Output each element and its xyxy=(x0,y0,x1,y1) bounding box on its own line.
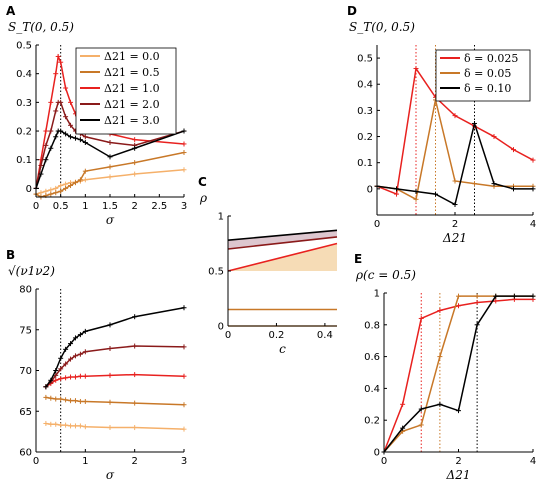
y-tick-label: 0.3 xyxy=(357,106,373,117)
y-tick-label: 75 xyxy=(19,325,32,336)
x-tick-label: 3 xyxy=(181,201,187,212)
y-axis-label: S_T(0, 0.5) xyxy=(8,20,74,34)
y-tick-label: 1 xyxy=(374,289,380,300)
y-tick-label: 0.5 xyxy=(357,54,373,65)
x-tick-label: 0 xyxy=(225,330,231,341)
y-tick-label: 0.4 xyxy=(357,80,373,91)
series-line-0 xyxy=(45,422,185,430)
series-line-2 xyxy=(45,373,185,388)
panel-D: D S_T(0, 0.5) 0 2 4 0 0.1 0.2 0.3 0.4 0.5 Δ21 δ = 0.… xyxy=(347,4,536,245)
y-tick-label: 0 xyxy=(367,184,373,195)
y-tick-label: 0 xyxy=(374,448,380,459)
y-tick-label: 70 xyxy=(19,366,32,377)
series-line-3 xyxy=(45,345,185,388)
y-tick-label: 0.2 xyxy=(364,416,380,427)
y-tick-label: 0.2 xyxy=(357,132,373,143)
y-axis-label: ρ(c = 0.5) xyxy=(355,268,416,282)
legend-entry: δ = 0.05 xyxy=(464,67,511,80)
x-tick-label: 2 xyxy=(452,219,458,230)
y-axis-label: √(ν1ν2) xyxy=(8,264,55,278)
y-tick-label: 0.5 xyxy=(16,41,32,52)
panel-E: Eρ(c = 0.5) 0 2 4 0 0.2 0.4 0.6 0.8 1 Δ21 xyxy=(354,252,536,481)
panel-label: B xyxy=(6,248,15,262)
series-line-2 xyxy=(376,120,533,206)
series-line-3 xyxy=(227,236,338,250)
x-axis-label: σ xyxy=(106,213,115,227)
y-tick-label: 0.1 xyxy=(357,158,373,169)
panel-label: E xyxy=(354,252,362,266)
panel-A: A S_T(0, 0.5) 0 0.5 1 1.5 2 2.5 3 0 0.1 0.2 0.3 0.4 0.… xyxy=(6,4,187,227)
y-tick-label: 60 xyxy=(19,448,32,459)
panel-B: B √(ν1ν2) 0 1 2 3 60 65 70 75 80 σ xyxy=(6,248,187,481)
legend-entry: Δ21 = 0.5 xyxy=(104,66,160,79)
x-tick-label: 0 xyxy=(374,219,380,230)
series-line-0 xyxy=(35,169,185,195)
y-tick-label: 80 xyxy=(19,285,32,296)
series-line-4 xyxy=(227,229,338,241)
x-tick-label: 0.5 xyxy=(53,201,69,212)
y-tick-label: 0.4 xyxy=(16,69,32,80)
x-axis-label: Δ21 xyxy=(446,468,471,481)
legend-entry: Δ21 = 3.0 xyxy=(104,114,160,127)
x-tick-label: 4 xyxy=(530,219,536,230)
series-line-4 xyxy=(35,130,185,189)
y-tick-label: 0 xyxy=(26,184,32,195)
x-tick-label: 3 xyxy=(181,456,187,467)
panel-label: A xyxy=(6,4,16,18)
y-tick-label: 0.2 xyxy=(16,127,32,138)
panel-label: C xyxy=(198,175,207,189)
y-tick-label: 0.3 xyxy=(16,98,32,109)
y-tick-label: 0.6 xyxy=(364,352,380,363)
legend-entry: Δ21 = 1.0 xyxy=(104,82,160,95)
area-fill-mauve xyxy=(228,230,337,249)
series-line-2 xyxy=(383,295,533,453)
legend-entry: δ = 0.025 xyxy=(464,52,518,65)
y-axis-label: ρ xyxy=(199,191,207,205)
x-tick-label: 0 xyxy=(33,201,39,212)
legend-entry: Δ21 = 0.0 xyxy=(104,50,160,63)
y-axis-label: S_T(0, 0.5) xyxy=(349,20,415,34)
legend: δ = 0.025 δ = 0.05 δ = 0.10 xyxy=(435,49,531,102)
x-tick-label: 1 xyxy=(82,201,88,212)
x-tick-label: 1 xyxy=(82,456,88,467)
series-line-1 xyxy=(45,396,185,406)
legend-entry: Δ21 = 2.0 xyxy=(104,98,160,111)
x-axis-label: c xyxy=(279,342,286,356)
series-line-4 xyxy=(45,307,185,388)
x-tick-label: 2 xyxy=(455,456,461,467)
legend-entry: δ = 0.10 xyxy=(464,82,511,95)
panel-label: D xyxy=(347,4,357,18)
x-tick-label: 0 xyxy=(33,456,39,467)
legend: Δ21 = 0.0 Δ21 = 0.5 Δ21 = 1.0 Δ21 = 2.0 Δ21 … xyxy=(75,47,177,135)
y-tick-label: 1 xyxy=(218,212,224,223)
x-tick-label: 4 xyxy=(530,456,536,467)
y-tick-label: 65 xyxy=(19,407,32,418)
series-line-0 xyxy=(383,298,533,453)
x-tick-label: 0 xyxy=(381,456,387,467)
y-tick-label: 0.5 xyxy=(208,267,224,278)
series-line-2 xyxy=(227,242,338,272)
x-tick-label: 2 xyxy=(131,201,137,212)
x-axis-label: Δ21 xyxy=(442,231,467,245)
x-tick-label: 2.5 xyxy=(151,201,167,212)
panel-C: Cρ 0 0.2 0.4 0 0.5 1 c xyxy=(198,175,338,356)
x-tick-label: 2 xyxy=(131,456,137,467)
y-tick-label: 0.4 xyxy=(364,384,380,395)
x-tick-label: 0.2 xyxy=(268,330,284,341)
y-tick-label: 0.8 xyxy=(364,320,380,331)
y-tick-label: 0.1 xyxy=(16,155,32,166)
x-tick-label: 1.5 xyxy=(102,201,118,212)
x-tick-label: 0.4 xyxy=(317,330,333,341)
y-tick-label: 0 xyxy=(218,322,224,333)
series-line-1 xyxy=(383,295,533,453)
x-axis-label: σ xyxy=(106,468,115,481)
